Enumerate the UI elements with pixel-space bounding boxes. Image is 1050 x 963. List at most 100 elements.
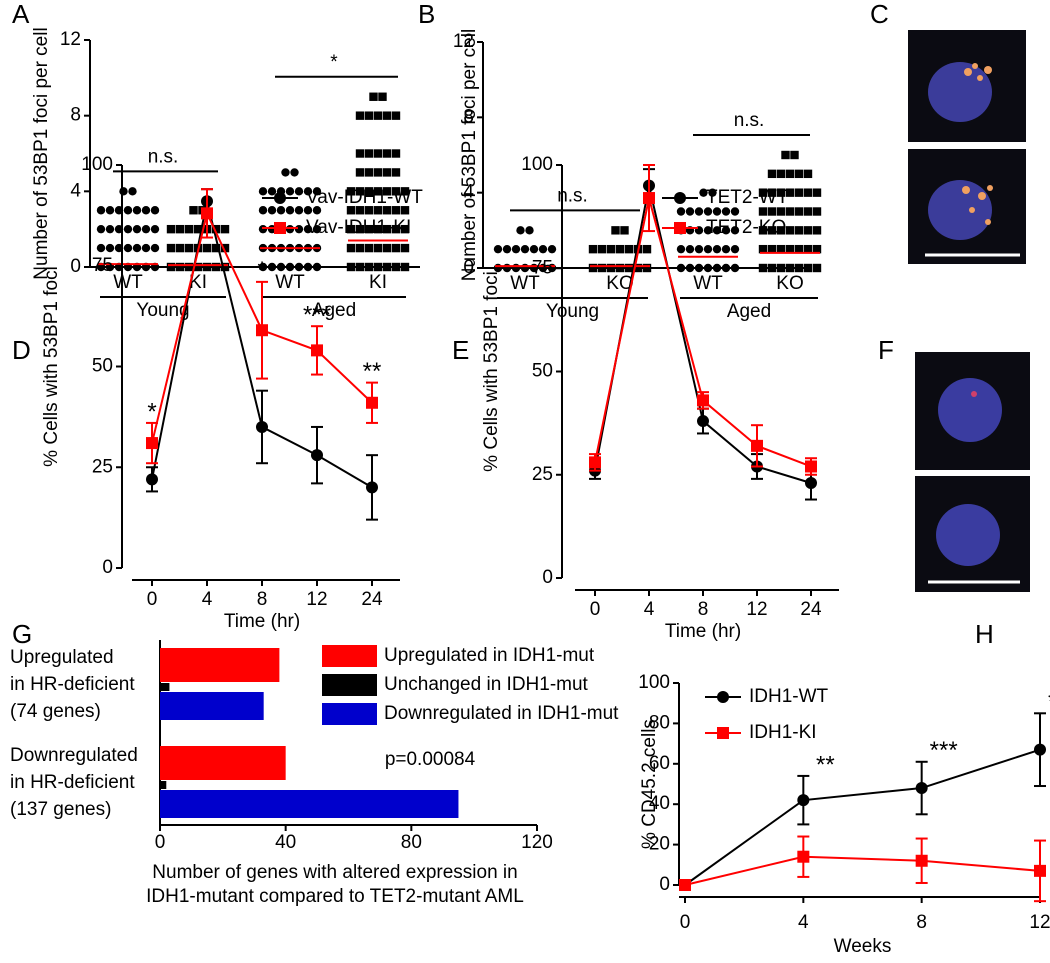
legend-label: TET2-KO bbox=[706, 217, 786, 238]
data-point bbox=[785, 169, 795, 179]
legend-label: Vav-IDH1-KI bbox=[306, 217, 411, 238]
data-point bbox=[751, 439, 763, 452]
data-point bbox=[400, 224, 410, 234]
panel-letter: A bbox=[12, 0, 30, 29]
data-point bbox=[643, 192, 655, 205]
data-point bbox=[285, 206, 295, 215]
data-point bbox=[150, 224, 160, 234]
legend-label: Unchanged in IDH1-mut bbox=[384, 674, 589, 695]
data-point bbox=[758, 226, 768, 235]
y-tick-label: 50 bbox=[92, 356, 113, 377]
legend-marker bbox=[717, 691, 729, 703]
data-point bbox=[166, 243, 176, 253]
panel-letter: G bbox=[12, 619, 32, 649]
data-point bbox=[803, 263, 813, 273]
data-point bbox=[294, 224, 304, 234]
x-tick-label: WT bbox=[275, 272, 305, 293]
data-point bbox=[493, 263, 503, 273]
data-point bbox=[758, 263, 768, 273]
data-point bbox=[303, 262, 313, 272]
data-point bbox=[767, 226, 777, 235]
significance-label: * bbox=[257, 257, 266, 284]
data-point bbox=[391, 111, 401, 120]
bar bbox=[160, 683, 170, 691]
data-point bbox=[493, 244, 503, 254]
data-point bbox=[391, 187, 401, 196]
data-point bbox=[805, 477, 817, 490]
bar bbox=[160, 746, 286, 780]
significance-label: n.s. bbox=[557, 185, 588, 206]
x-tick-label: 24 bbox=[361, 589, 383, 610]
data-point bbox=[312, 224, 322, 234]
p-value: p=0.00084 bbox=[385, 749, 476, 770]
x-tick-label: KO bbox=[776, 273, 803, 294]
data-point bbox=[812, 226, 822, 235]
data-point bbox=[211, 224, 221, 234]
data-point bbox=[391, 262, 401, 272]
data-point bbox=[803, 244, 813, 254]
x-axis-label: Weeks bbox=[834, 936, 892, 957]
legend-swatch bbox=[322, 645, 377, 667]
data-point bbox=[712, 207, 722, 216]
data-point bbox=[502, 244, 512, 254]
data-point bbox=[123, 224, 133, 234]
category-label: in HR-deficient bbox=[10, 772, 135, 793]
x-axis-label: Time (hr) bbox=[665, 621, 741, 642]
x-tick-label: WT bbox=[510, 273, 540, 294]
data-point bbox=[184, 243, 194, 253]
data-point bbox=[676, 263, 686, 273]
x-tick-label: KI bbox=[369, 272, 387, 293]
y-axis-label: % Cells with 53BP1 foci bbox=[481, 271, 502, 472]
data-point bbox=[915, 854, 928, 867]
panel-letter: E bbox=[452, 335, 469, 365]
category-label: (137 genes) bbox=[10, 799, 111, 820]
data-point bbox=[794, 188, 804, 197]
data-point bbox=[712, 226, 722, 235]
data-point bbox=[589, 456, 601, 469]
data-point bbox=[694, 263, 704, 273]
x-tick-label: 12 bbox=[746, 599, 767, 620]
data-point bbox=[529, 244, 539, 254]
x-axis-label: Time (hr) bbox=[224, 611, 300, 632]
x-tick-label: 8 bbox=[698, 599, 709, 620]
data-point bbox=[258, 187, 268, 196]
y-tick-label: 75 bbox=[532, 257, 553, 278]
data-point bbox=[712, 263, 722, 273]
data-point bbox=[364, 262, 374, 272]
data-point bbox=[767, 207, 777, 216]
data-point bbox=[355, 243, 365, 253]
y-tick-label: 40 bbox=[649, 793, 670, 814]
data-point bbox=[312, 262, 322, 272]
data-point bbox=[258, 262, 268, 272]
micrograph-f-top bbox=[915, 352, 1030, 470]
y-axis-label: % Cells with 53BP1 foci bbox=[41, 266, 62, 467]
data-point bbox=[767, 169, 777, 179]
data-point bbox=[373, 262, 383, 272]
data-point bbox=[767, 263, 777, 273]
data-point bbox=[364, 243, 374, 253]
data-point bbox=[776, 188, 786, 197]
data-point bbox=[703, 263, 713, 273]
data-point bbox=[346, 262, 356, 272]
y-tick-label: 100 bbox=[81, 154, 113, 175]
data-point bbox=[794, 207, 804, 216]
data-point bbox=[96, 224, 106, 234]
x-tick-label: 12 bbox=[306, 589, 327, 610]
legend-label: IDH1-WT bbox=[749, 686, 829, 707]
data-point bbox=[220, 243, 230, 253]
series-line bbox=[684, 855, 1041, 886]
significance-label: ** bbox=[363, 358, 382, 385]
x-axis-label: Number of genes with altered expression … bbox=[152, 862, 517, 883]
y-tick-label: 80 bbox=[649, 712, 670, 733]
y-tick-label: 12 bbox=[60, 29, 81, 50]
data-point bbox=[703, 244, 713, 254]
x-tick-label: WT bbox=[693, 273, 723, 294]
data-point bbox=[373, 243, 383, 253]
data-point bbox=[391, 168, 401, 177]
legend-marker bbox=[274, 192, 286, 204]
y-tick-label: 50 bbox=[532, 361, 553, 382]
significance-label: n.s. bbox=[734, 110, 765, 131]
data-point bbox=[311, 344, 323, 357]
data-point bbox=[132, 206, 142, 215]
data-point bbox=[624, 244, 634, 254]
